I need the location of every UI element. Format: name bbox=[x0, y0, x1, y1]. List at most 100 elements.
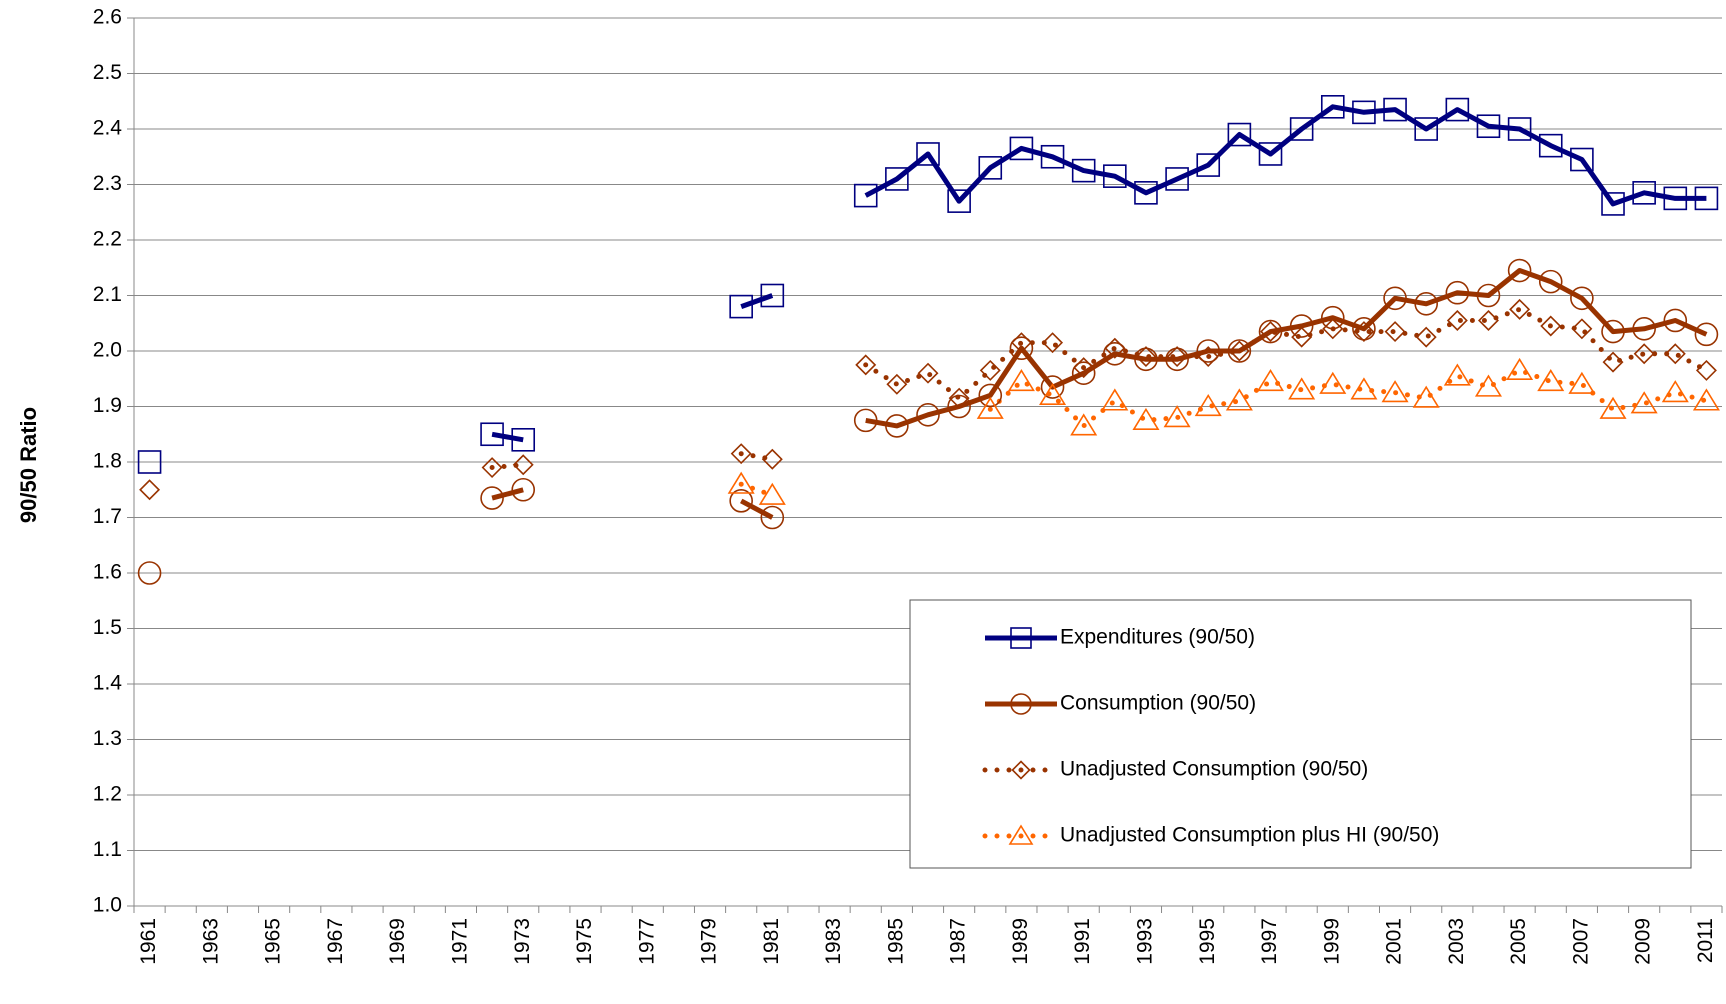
y-tick-label: 2.0 bbox=[93, 339, 122, 362]
marker bbox=[511, 477, 536, 502]
marker bbox=[1695, 359, 1717, 381]
marker bbox=[1352, 100, 1376, 125]
marker bbox=[917, 362, 939, 384]
marker bbox=[1011, 760, 1031, 780]
marker bbox=[1412, 385, 1440, 408]
x-tick-label: 1991 bbox=[1071, 918, 1094, 965]
marker bbox=[758, 482, 786, 505]
marker bbox=[853, 183, 878, 208]
marker bbox=[1103, 164, 1127, 188]
marker bbox=[885, 414, 909, 438]
marker bbox=[729, 294, 753, 319]
marker bbox=[480, 422, 504, 447]
marker bbox=[760, 283, 785, 308]
marker bbox=[978, 383, 1003, 408]
x-tick-label: 1963 bbox=[199, 918, 222, 965]
marker bbox=[976, 396, 1004, 419]
x-tick-label: 2001 bbox=[1383, 918, 1406, 965]
marker bbox=[1320, 95, 1345, 119]
marker bbox=[1663, 186, 1688, 211]
marker bbox=[855, 354, 877, 376]
marker bbox=[1007, 368, 1035, 392]
x-tick-label: 1983 bbox=[822, 918, 845, 965]
y-axis-label: 90/50 Ratio bbox=[16, 407, 41, 523]
marker bbox=[885, 167, 909, 191]
marker bbox=[1196, 153, 1221, 177]
marker bbox=[1540, 315, 1562, 337]
marker bbox=[511, 427, 536, 452]
marker bbox=[1633, 343, 1655, 365]
marker bbox=[730, 443, 752, 465]
marker bbox=[1414, 117, 1438, 141]
legend-box bbox=[909, 599, 1692, 869]
marker bbox=[978, 156, 1003, 180]
marker bbox=[1197, 346, 1219, 368]
marker bbox=[1071, 158, 1096, 183]
marker bbox=[1694, 322, 1719, 347]
y-tick-label: 1.4 bbox=[93, 672, 123, 695]
marker bbox=[947, 189, 971, 213]
marker bbox=[1477, 309, 1499, 331]
marker bbox=[1692, 388, 1720, 411]
x-tick-label: 1995 bbox=[1196, 918, 1219, 965]
x-tick-label: 1999 bbox=[1320, 918, 1343, 965]
legend-label: Unadjusted Consumption (90/50) bbox=[1060, 758, 1368, 781]
marker bbox=[1010, 693, 1032, 715]
x-tick-label: 1989 bbox=[1009, 918, 1032, 965]
marker bbox=[1507, 117, 1532, 141]
x-tick-label: 1971 bbox=[448, 918, 471, 965]
series-line bbox=[489, 306, 1709, 470]
marker bbox=[947, 394, 971, 419]
y-tick-label: 1.5 bbox=[93, 616, 122, 639]
marker bbox=[1509, 298, 1531, 320]
x-tick-label: 2007 bbox=[1569, 918, 1592, 965]
legend: Expenditures (90/50) Consumption (90/50) U… bbox=[909, 599, 1692, 869]
marker bbox=[1664, 343, 1686, 365]
y-tick-label: 1.1 bbox=[93, 838, 122, 861]
x-tick-label: 1961 bbox=[137, 918, 160, 965]
marker bbox=[1260, 321, 1281, 343]
marker bbox=[1694, 186, 1719, 211]
marker bbox=[1570, 286, 1594, 311]
marker bbox=[1383, 97, 1407, 122]
marker bbox=[1445, 97, 1470, 122]
marker bbox=[1291, 326, 1313, 348]
marker bbox=[1256, 368, 1285, 392]
marker bbox=[1258, 142, 1283, 166]
marker bbox=[760, 505, 785, 530]
marker bbox=[1350, 377, 1378, 400]
marker bbox=[1663, 308, 1688, 333]
y-tick-label: 1.8 bbox=[93, 450, 122, 473]
marker bbox=[1103, 341, 1127, 366]
marker bbox=[979, 359, 1001, 381]
marker bbox=[1071, 361, 1096, 386]
x-tick-label: 1979 bbox=[698, 918, 721, 965]
marker bbox=[1009, 336, 1034, 361]
marker bbox=[1163, 405, 1191, 428]
y-tick-label: 2.2 bbox=[93, 228, 122, 251]
marker bbox=[1196, 339, 1221, 363]
marker bbox=[1381, 380, 1409, 403]
legend-label: Consumption (90/50) bbox=[1060, 692, 1256, 715]
marker bbox=[1630, 391, 1658, 414]
marker bbox=[886, 373, 908, 395]
legend-label: Unadjusted Consumption plus HI (90/50) bbox=[1060, 824, 1439, 847]
y-tick-label: 1.9 bbox=[93, 394, 122, 417]
marker bbox=[1135, 346, 1157, 368]
marker bbox=[1415, 326, 1437, 348]
marker bbox=[1568, 371, 1596, 394]
marker bbox=[1506, 357, 1534, 381]
x-tick-label: 2003 bbox=[1445, 918, 1468, 965]
marker bbox=[1476, 114, 1501, 139]
marker bbox=[480, 486, 504, 510]
x-tick-label: 2011 bbox=[1694, 918, 1717, 963]
marker bbox=[1538, 269, 1563, 294]
marker bbox=[948, 387, 970, 409]
x-tick-label: 1967 bbox=[324, 918, 347, 965]
series-line bbox=[491, 268, 1708, 520]
marker bbox=[1228, 340, 1250, 362]
marker bbox=[727, 471, 755, 494]
marker bbox=[1258, 319, 1283, 344]
x-tick-label: 1975 bbox=[573, 918, 596, 965]
